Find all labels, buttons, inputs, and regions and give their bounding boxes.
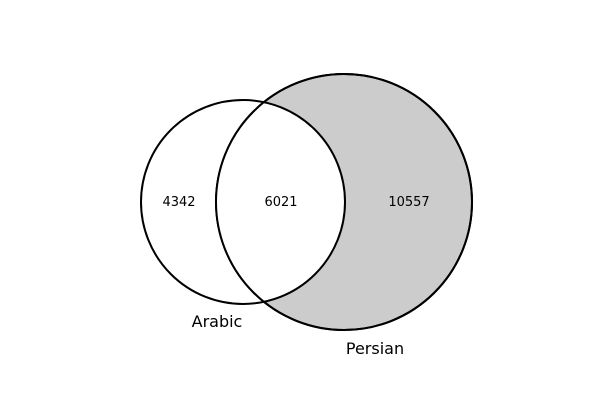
persian-circle-outline — [215, 73, 473, 331]
persian-set-label: Persian — [346, 339, 404, 358]
persian-only-count: 10557 — [388, 195, 429, 210]
arabic-only-count: 4342 — [162, 195, 195, 210]
arabic-circle — [140, 99, 346, 305]
intersection-count: 6021 — [264, 195, 297, 210]
arabic-set-label: Arabic — [192, 312, 243, 331]
